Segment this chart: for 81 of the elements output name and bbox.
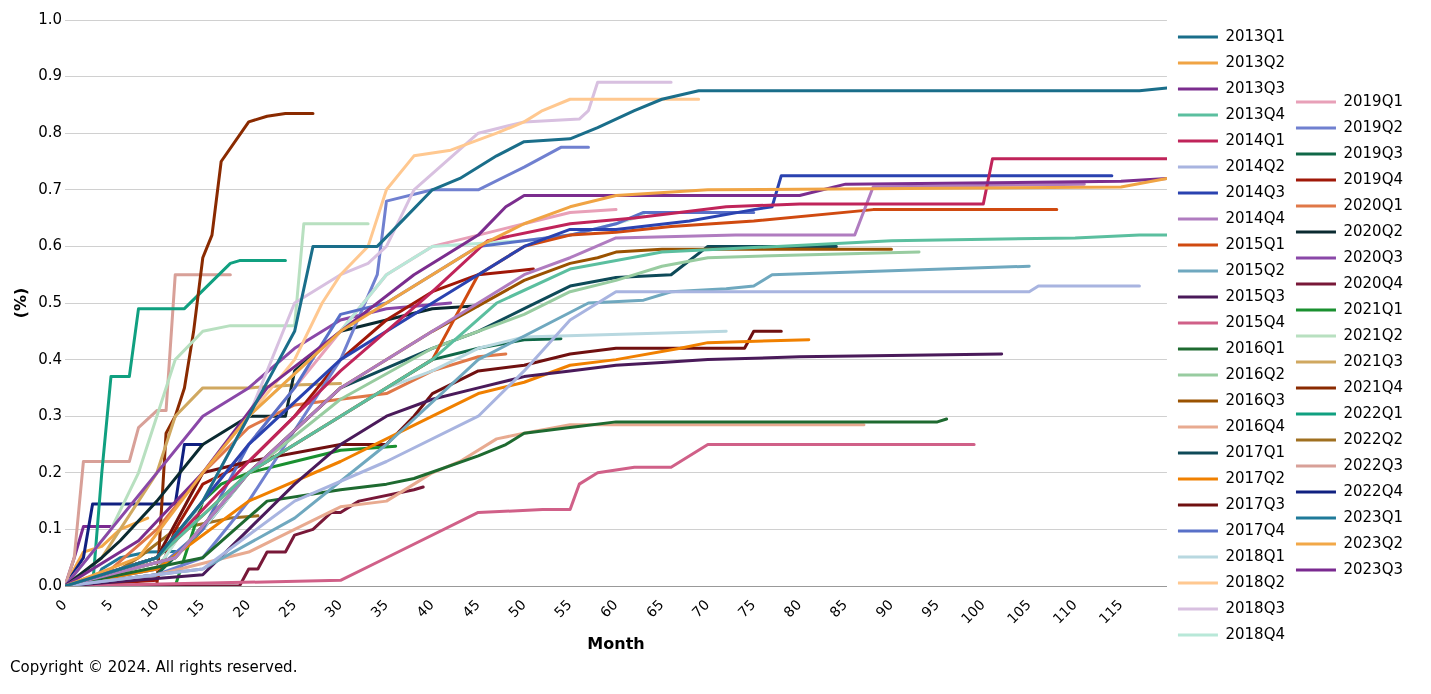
x-tick-label: 25 [275, 596, 300, 621]
x-tick-label: 95 [918, 596, 943, 621]
legend-label: 2015Q4 [1225, 312, 1285, 331]
legend-label: 2021Q1 [1343, 299, 1404, 318]
y-tick-label: 0.3 [38, 406, 63, 425]
x-tick-label: 105 [1003, 596, 1034, 627]
legend-label: 2020Q2 [1343, 221, 1404, 240]
x-axis-title: Month [587, 633, 645, 653]
x-tick-label: 40 [413, 596, 438, 621]
legend-label: 2014Q1 [1225, 130, 1285, 149]
legend-label: 2013Q4 [1225, 104, 1285, 123]
legend-label: 2022Q2 [1343, 429, 1404, 448]
legend-label: 2015Q3 [1225, 286, 1285, 305]
legend-label: 2021Q4 [1343, 377, 1404, 396]
y-tick-label: 0.9 [38, 66, 63, 85]
x-tick-label: 60 [596, 596, 621, 621]
legend-label: 2019Q3 [1343, 143, 1404, 162]
legend-label: 2021Q2 [1343, 325, 1404, 344]
legend-label: 2018Q4 [1225, 624, 1285, 643]
legend-label: 2013Q2 [1225, 52, 1285, 71]
x-tick-label: 65 [642, 596, 667, 621]
legend-label: 2022Q3 [1343, 455, 1404, 474]
legend-label: 2020Q4 [1343, 273, 1404, 292]
legend-label: 2021Q3 [1343, 351, 1404, 370]
y-tick-label: 0.7 [38, 179, 63, 198]
y-tick-label: 0.0 [38, 575, 63, 594]
legend-label: 2013Q3 [1225, 78, 1285, 97]
x-tick-label: 0 [52, 596, 70, 614]
legend-label: 2017Q2 [1225, 468, 1285, 487]
legend-label: 2014Q2 [1225, 156, 1285, 175]
legend-label: 2017Q1 [1225, 442, 1285, 461]
x-tick-label: 55 [550, 596, 575, 621]
x-tick-label: 100 [957, 596, 988, 627]
legend-label: 2023Q1 [1343, 507, 1404, 526]
y-tick-label: 0.6 [38, 236, 63, 255]
legend-label: 2015Q1 [1225, 234, 1285, 253]
x-tick-label: 70 [688, 596, 713, 621]
x-tick-label: 15 [183, 596, 208, 621]
x-tick-label: 80 [780, 596, 805, 621]
legend-label: 2022Q4 [1343, 481, 1404, 500]
x-tick-label: 30 [321, 596, 346, 621]
x-tick-label: 110 [1049, 596, 1080, 627]
legend-label: 2015Q2 [1225, 260, 1285, 279]
legend-label: 2017Q4 [1225, 520, 1285, 539]
legend-label: 2014Q4 [1225, 208, 1285, 227]
legend-label: 2013Q1 [1225, 26, 1285, 45]
legend-label: 2018Q2 [1225, 572, 1285, 591]
x-tick-label: 50 [504, 596, 529, 621]
legend-label: 2014Q3 [1225, 182, 1285, 201]
x-tick-label: 85 [826, 596, 851, 621]
legend-label: 2019Q2 [1343, 117, 1404, 136]
legend-label: 2019Q4 [1343, 169, 1404, 188]
legend-label: 2016Q4 [1225, 416, 1285, 435]
y-axis-title: (%) [10, 287, 30, 319]
text: Copyright © 2024. All rights reserved. [10, 658, 299, 676]
legend-label: 2020Q1 [1343, 195, 1404, 214]
legend-label: 2022Q1 [1343, 403, 1404, 422]
legend-label: 2020Q3 [1343, 247, 1404, 266]
legend-label: 2023Q3 [1343, 559, 1404, 578]
legend-label: 2019Q1 [1343, 91, 1404, 110]
y-tick-label: 0.4 [38, 349, 63, 368]
legend-label: 2018Q1 [1225, 546, 1285, 565]
legend-label: 2017Q3 [1225, 494, 1285, 513]
legend-label: 2016Q1 [1225, 338, 1285, 357]
y-tick-label: 1.0 [38, 9, 63, 28]
x-tick-label: 75 [734, 596, 759, 621]
x-tick-label: 35 [367, 596, 392, 621]
y-tick-label: 0.2 [38, 462, 63, 481]
y-tick-label: 0.8 [38, 123, 63, 142]
legend-label: 2016Q2 [1225, 364, 1285, 383]
x-tick-label: 115 [1095, 596, 1126, 627]
legend-label: 2018Q3 [1225, 598, 1285, 617]
y-tick-label: 0.1 [38, 519, 63, 538]
legend-label: 2016Q3 [1225, 390, 1285, 409]
x-tick-label: 20 [229, 596, 254, 621]
x-tick-label: 10 [137, 596, 162, 621]
legend-label: 2023Q2 [1343, 533, 1404, 552]
y-tick-label: 0.5 [38, 292, 63, 311]
x-tick-label: 45 [459, 596, 483, 621]
x-tick-label: 5 [98, 596, 116, 614]
x-tick-label: 90 [872, 596, 897, 621]
